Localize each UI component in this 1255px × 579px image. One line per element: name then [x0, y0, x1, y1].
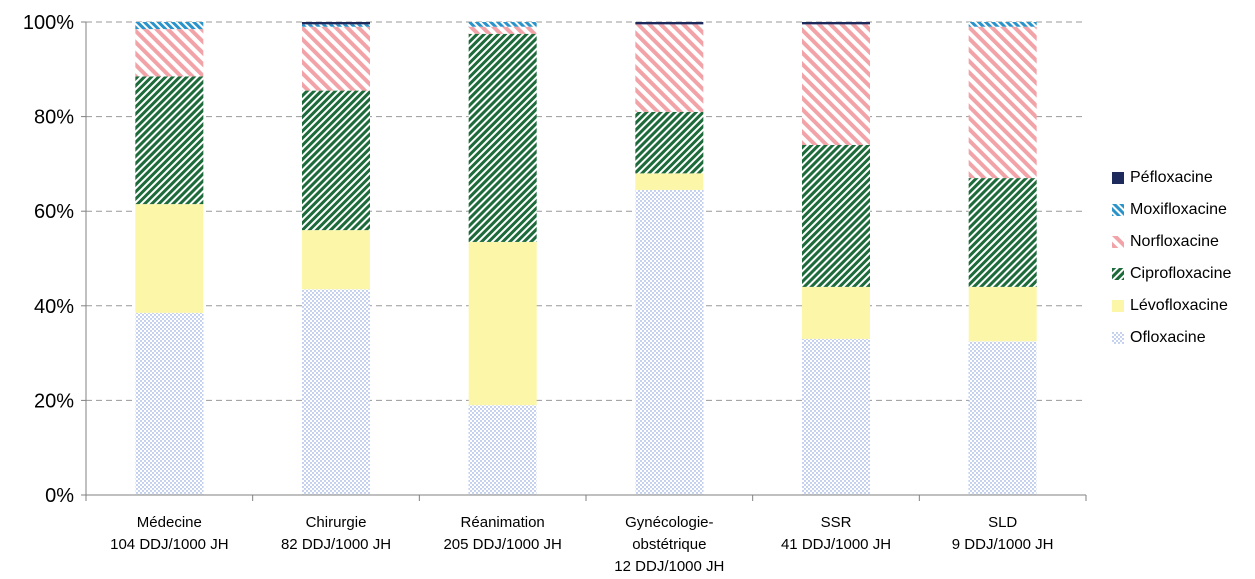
legend-item-ofloxacine: Ofloxacine — [1112, 322, 1231, 354]
bar-segment-norfloxacine — [302, 26, 370, 91]
bar-segment-ofloxacine — [802, 338, 870, 495]
bar-segment-ciprofloxacine — [635, 111, 704, 174]
bar-segment-ofloxacine — [468, 405, 537, 495]
bar-segment-ciprofloxacine — [802, 144, 870, 287]
bar-segment-ofloxacine — [302, 289, 370, 495]
x-category-label: 12 DDJ/1000 JH — [614, 558, 724, 574]
bar-segment-levofloxacine — [468, 241, 537, 406]
bar-segment-levofloxacine — [802, 286, 870, 339]
bar-segment-norfloxacine — [468, 26, 537, 34]
y-tick-label: 80% — [34, 107, 74, 129]
legend-label: Norfloxacine — [1130, 233, 1219, 250]
y-tick-label: 0% — [45, 485, 74, 507]
legend-label: Ciprofloxacine — [1130, 265, 1232, 282]
x-category-label: 104 DDJ/1000 JH — [110, 536, 228, 553]
x-category-label: 205 DDJ/1000 JH — [443, 536, 561, 553]
legend-label: Ofloxacine — [1130, 329, 1206, 346]
legend: Péfloxacine Moxifloxacine Norfloxacine Cipr… — [1112, 162, 1231, 354]
bar-segment-ofloxacine — [635, 189, 704, 496]
axes — [81, 21, 1087, 501]
bar-segment-ciprofloxacine — [135, 76, 204, 205]
legend-label: Lévofloxacine — [1130, 297, 1228, 314]
x-category-label: SSR — [821, 514, 852, 531]
bar-segment-levofloxacine — [135, 204, 204, 313]
bar-segment-pefloxacine — [635, 22, 704, 25]
bar-segment-ofloxacine — [135, 312, 204, 495]
x-category-label: SLD — [988, 514, 1017, 531]
gridlines — [86, 21, 1086, 401]
x-category-label: Gynécologie- — [625, 514, 713, 531]
bar-segment-moxifloxacine — [468, 22, 537, 27]
bar-segment-pefloxacine — [802, 22, 870, 25]
bar-segment-levofloxacine — [635, 173, 704, 190]
bar-segment-levofloxacine — [968, 286, 1037, 342]
legend-swatch — [1112, 268, 1124, 280]
legend-label: Moxifloxacine — [1130, 201, 1227, 218]
x-category-label: 82 DDJ/1000 JH — [281, 536, 391, 553]
x-category-label: 9 DDJ/1000 JH — [952, 536, 1054, 553]
legend-item-norfloxacine: Norfloxacine — [1112, 226, 1231, 258]
bar-segment-norfloxacine — [135, 29, 204, 77]
x-category-label: 41 DDJ/1000 JH — [781, 536, 891, 553]
x-category-label: obstétrique — [632, 536, 706, 553]
y-tick-label: 20% — [34, 390, 74, 412]
y-tick-label: 40% — [34, 296, 74, 318]
legend-item-moxifloxacine: Moxifloxacine — [1112, 194, 1231, 226]
legend-swatch — [1112, 172, 1124, 184]
bar-segment-ciprofloxacine — [968, 178, 1037, 287]
bar-segment-levofloxacine — [302, 230, 370, 290]
legend-swatch — [1112, 204, 1124, 216]
bar-segment-norfloxacine — [802, 24, 870, 145]
legend-item-pefloxacine: Péfloxacine — [1112, 162, 1231, 194]
legend-item-ciprofloxacine: Ciprofloxacine — [1112, 258, 1231, 290]
bar-segment-ciprofloxacine — [468, 33, 537, 242]
y-tick-labels: 0% 20% 40% 60% 80% 100% — [23, 12, 74, 507]
bars — [135, 22, 1037, 496]
legend-swatch — [1112, 300, 1124, 312]
x-category-label: Médecine — [137, 514, 202, 531]
bar-segment-norfloxacine — [968, 26, 1037, 179]
x-category-label: Réanimation — [461, 514, 545, 531]
y-tick-label: 60% — [34, 201, 74, 223]
bar-segment-norfloxacine — [635, 24, 704, 112]
bar-segment-ciprofloxacine — [302, 90, 370, 231]
y-tick-label: 100% — [23, 12, 74, 34]
bar-segment-pefloxacine — [302, 22, 370, 25]
bar-segment-moxifloxacine — [302, 24, 370, 27]
legend-item-levofloxacine: Lévofloxacine — [1112, 290, 1231, 322]
legend-swatch — [1112, 236, 1124, 248]
bar-segment-ofloxacine — [968, 341, 1037, 495]
x-category-labels: Médecine 104 DDJ/1000 JH Chirurgie 82 DDJ/1… — [110, 514, 1054, 575]
legend-label: Péfloxacine — [1130, 169, 1213, 186]
x-category-label: Chirurgie — [306, 514, 367, 531]
legend-swatch — [1112, 332, 1124, 344]
bar-segment-moxifloxacine — [968, 22, 1037, 27]
bar-segment-moxifloxacine — [135, 22, 204, 30]
